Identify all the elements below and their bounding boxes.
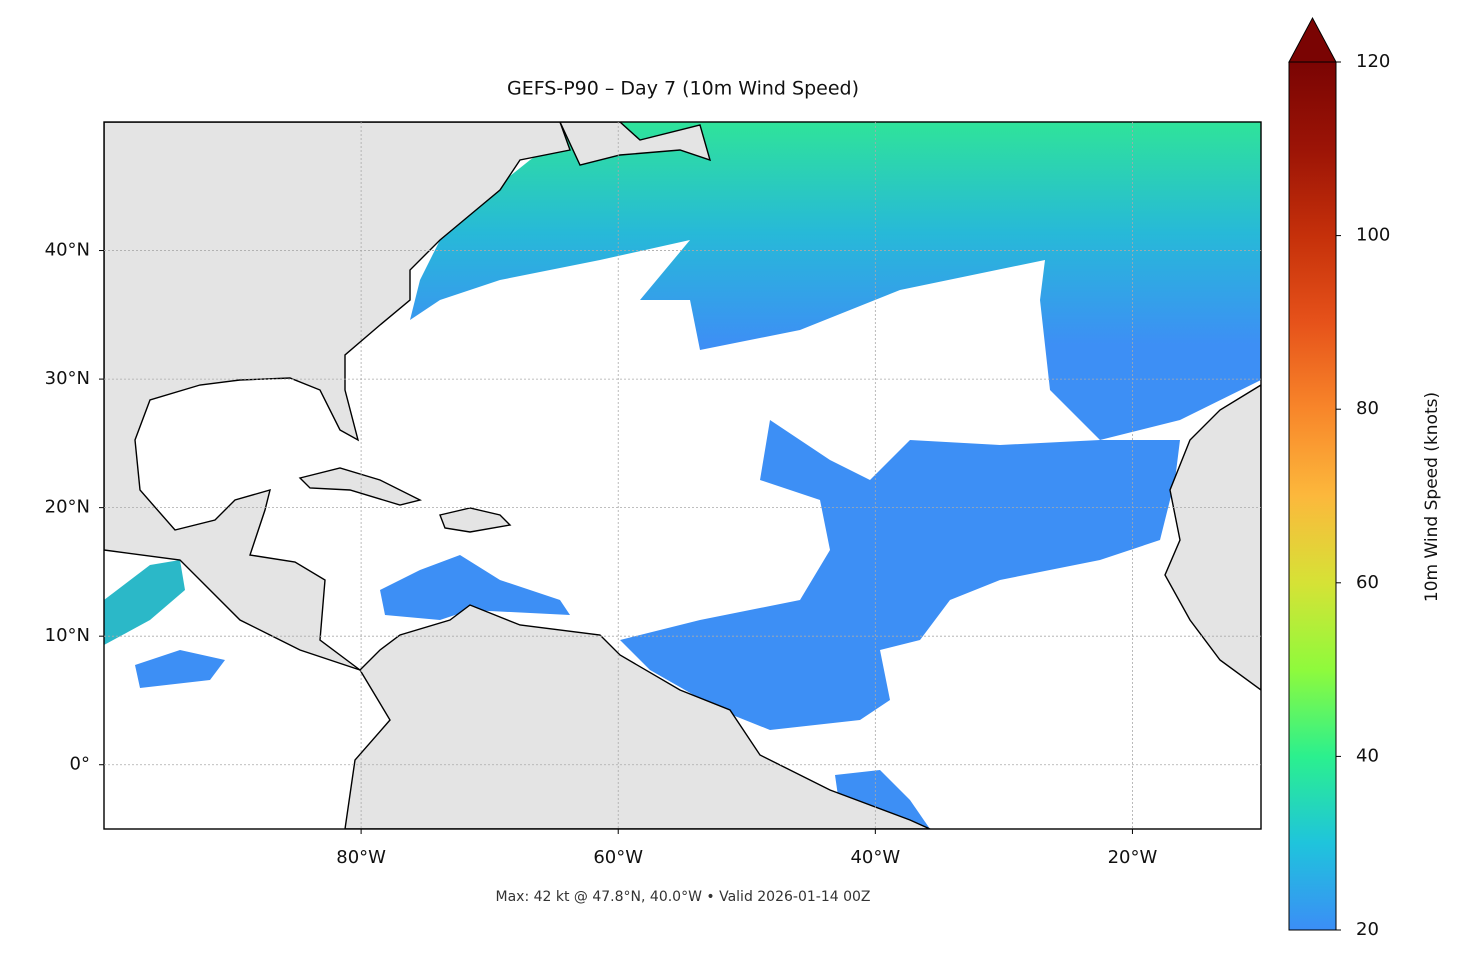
x-tick-label: 20°W bbox=[1108, 847, 1158, 868]
colorbar-tick-label: 40 bbox=[1356, 745, 1379, 766]
colorbar-tick-label: 20 bbox=[1356, 919, 1379, 940]
colorbar-tick-label: 80 bbox=[1356, 398, 1379, 419]
colorbar-tick-label: 60 bbox=[1356, 572, 1379, 593]
colorbar-tick-label: 120 bbox=[1356, 51, 1390, 72]
y-tick-label: 20°N bbox=[45, 497, 90, 518]
wind-field bbox=[104, 560, 185, 645]
colorbar bbox=[1288, 61, 1337, 931]
colorbar-tick-label: 100 bbox=[1356, 225, 1390, 246]
map bbox=[104, 122, 1261, 829]
y-tick-label: 30°N bbox=[45, 368, 90, 389]
plot-frame bbox=[103, 121, 1262, 830]
wind-field bbox=[410, 122, 1261, 440]
y-tick-label: 0° bbox=[70, 754, 90, 775]
x-tick-label: 60°W bbox=[593, 847, 643, 868]
y-tick-label: 40°N bbox=[45, 240, 90, 261]
x-tick-label: 40°W bbox=[850, 847, 900, 868]
wind-field bbox=[380, 555, 570, 620]
colorbar-label: 10m Wind Speed (knots) bbox=[1422, 392, 1442, 602]
wind-field bbox=[835, 770, 930, 829]
land bbox=[1164, 384, 1261, 691]
y-tick-label: 10°N bbox=[45, 625, 90, 646]
land bbox=[344, 604, 931, 829]
chart-title: GEFS-P90 – Day 7 (10m Wind Speed) bbox=[507, 78, 859, 100]
note: Max: 42 kt @ 47.8°N, 40.0°W • Valid 2026… bbox=[496, 889, 871, 905]
land bbox=[298, 467, 423, 506]
x-tick-label: 80°W bbox=[336, 847, 386, 868]
wind-field bbox=[620, 420, 1180, 730]
wind-field bbox=[135, 650, 225, 688]
colorbar-extend bbox=[1288, 16, 1337, 63]
land bbox=[559, 122, 712, 166]
